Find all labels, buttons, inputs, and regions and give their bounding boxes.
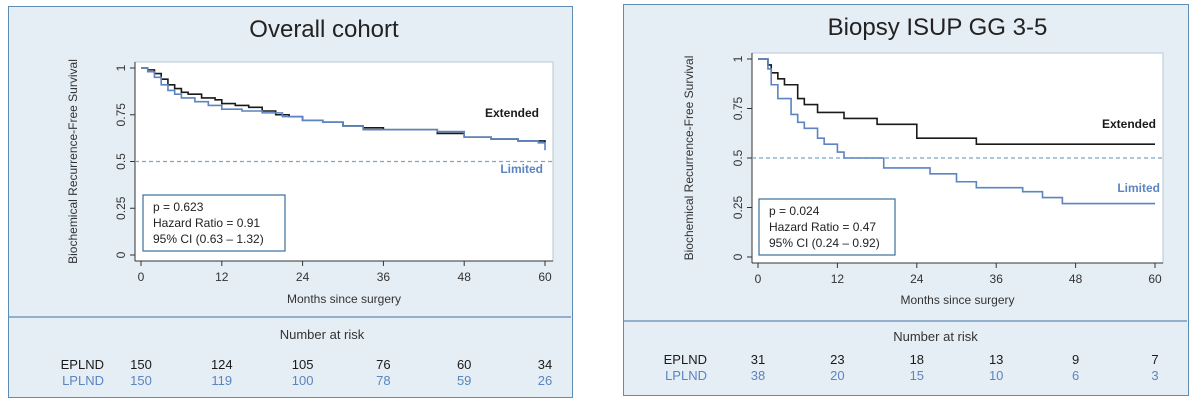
risk-cell: 31 xyxy=(751,352,765,367)
risk-cell: 100 xyxy=(292,373,314,388)
risk-cell: 150 xyxy=(130,373,152,388)
risk-cell: 6 xyxy=(1072,368,1079,383)
risk-cell: 10 xyxy=(989,368,1003,383)
risk-table-title: Number at risk xyxy=(893,329,978,344)
risk-cell: 3 xyxy=(1151,368,1158,383)
risk-cell: 60 xyxy=(457,357,471,372)
y-tick-label: 0.75 xyxy=(731,96,745,120)
series-label-extended: Extended xyxy=(485,106,539,120)
x-tick-label: 12 xyxy=(215,270,229,284)
stats-p-value: p = 0.024 xyxy=(769,204,820,218)
y-tick-label: 1 xyxy=(731,55,745,62)
x-tick-label: 48 xyxy=(458,270,472,284)
series-label-limited: Limited xyxy=(1117,181,1160,195)
stats-confidence-interval: 95% CI (0.63 – 1.32) xyxy=(153,232,264,246)
chart-title: Overall cohort xyxy=(249,16,399,43)
risk-cell: 119 xyxy=(211,373,232,388)
y-tick-label: 0.75 xyxy=(114,103,128,127)
risk-cell: 105 xyxy=(292,357,314,372)
stats-hazard-ratio: Hazard Ratio = 0.91 xyxy=(153,216,260,230)
y-tick-label: 1 xyxy=(114,64,128,71)
y-tick-label: 0.25 xyxy=(114,196,128,220)
chart-title: Biopsy ISUP GG 3-5 xyxy=(828,14,1048,41)
x-tick-label: 36 xyxy=(377,270,391,284)
risk-cell: 26 xyxy=(538,373,552,388)
stats-box xyxy=(142,194,286,252)
series-label-limited: Limited xyxy=(500,162,543,176)
panel-biopsy-isup: Biopsy ISUP GG 3-5 0 0.25 0.5 0.75 1 0 12 24 36 48… xyxy=(623,4,1189,396)
y-tick-label: 0.5 xyxy=(731,149,745,166)
series-label-extended: Extended xyxy=(1102,117,1156,131)
x-axis-label: Months since surgery xyxy=(287,292,401,306)
risk-cell: 124 xyxy=(211,357,233,372)
risk-cell: 38 xyxy=(751,368,765,383)
x-tick-label: 48 xyxy=(1069,272,1083,286)
risk-cell: 9 xyxy=(1072,352,1079,367)
risk-cell: 15 xyxy=(910,368,924,383)
risk-row-label: LPLND xyxy=(665,368,707,383)
risk-cell: 76 xyxy=(376,357,390,372)
risk-cell: 7 xyxy=(1151,352,1158,367)
x-tick-label: 60 xyxy=(1148,272,1162,286)
y-tick-label: 0.25 xyxy=(731,195,745,219)
x-tick-label: 0 xyxy=(755,272,762,286)
risk-row-label: EPLND xyxy=(61,357,104,372)
stats-p-value: p = 0.623 xyxy=(153,200,204,214)
stats-hazard-ratio: Hazard Ratio = 0.47 xyxy=(769,220,876,234)
panel-overall-cohort: Overall cohort 0 0.25 0.5 0.75 1 0 12 24 36 48 60 Mo… xyxy=(8,6,573,398)
x-tick-label: 60 xyxy=(538,270,552,284)
risk-cell: 18 xyxy=(910,352,924,367)
x-tick-label: 24 xyxy=(910,272,924,286)
risk-cell: 20 xyxy=(830,368,844,383)
y-tick-label: 0.5 xyxy=(114,153,128,170)
risk-row-label: EPLND xyxy=(664,352,707,367)
risk-cell: 13 xyxy=(989,352,1003,367)
risk-cell: 34 xyxy=(538,357,552,372)
y-tick-label: 0 xyxy=(114,251,128,258)
x-tick-label: 24 xyxy=(296,270,310,284)
km-chart-overall-cohort: Overall cohort 0 0.25 0.5 0.75 1 0 12 24 36 48 60 Mo… xyxy=(9,16,571,388)
risk-cell: 23 xyxy=(830,352,844,367)
y-tick-label: 0 xyxy=(731,253,745,260)
x-axis-label: Months since surgery xyxy=(900,293,1014,307)
risk-table-title: Number at risk xyxy=(280,327,365,342)
stats-confidence-interval: 95% CI (0.24 – 0.92) xyxy=(769,236,880,250)
risk-cell: 59 xyxy=(457,373,471,388)
risk-cell: 78 xyxy=(376,373,390,388)
y-axis-label: Biochemical Recurrence-Free Survival xyxy=(682,56,696,261)
x-tick-label: 0 xyxy=(138,270,145,284)
x-tick-label: 36 xyxy=(990,272,1004,286)
y-axis-label: Biochemical Recurrence-Free Survival xyxy=(66,59,80,264)
km-curve-limited xyxy=(758,58,1155,205)
stats-box xyxy=(758,198,896,256)
km-curve-limited xyxy=(141,67,546,151)
x-tick-label: 12 xyxy=(831,272,845,286)
risk-row-label: LPLND xyxy=(62,373,104,388)
risk-cell: 150 xyxy=(130,357,152,372)
